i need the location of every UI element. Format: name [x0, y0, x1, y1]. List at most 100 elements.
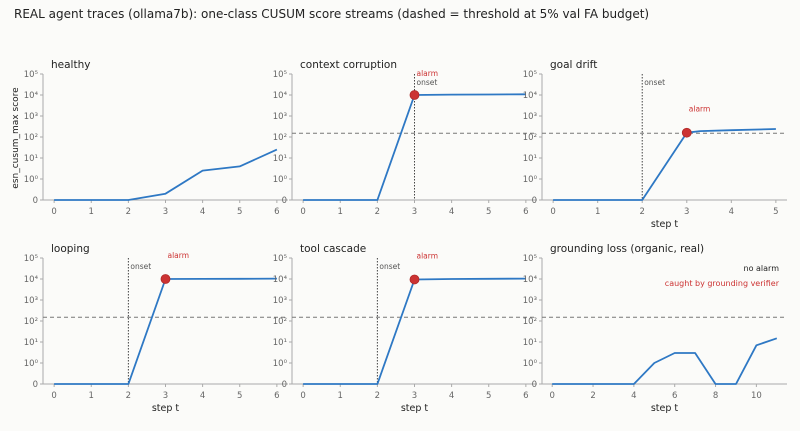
x-tick-label: 0	[300, 207, 305, 217]
y-tick-label: 10⁴	[523, 91, 538, 101]
x-tick-label: 6	[274, 391, 279, 401]
y-tick-label: 10⁵	[273, 70, 287, 80]
x-tick-label: 1	[89, 391, 94, 401]
panel-2: goal drift 0 10⁰ 10¹ 10² 10³ 10⁴ 10⁵ 0 1 2 3 4 5 step …	[523, 59, 787, 230]
y-tick-label: 10⁵	[523, 254, 537, 264]
panel-title: goal drift	[550, 59, 597, 71]
annotation-note: caught by grounding verifier	[665, 279, 780, 288]
y-tick-label: 0	[33, 380, 38, 390]
y-tick-label: 10⁰	[273, 359, 288, 369]
y-tick-label: 10⁴	[24, 91, 39, 101]
y-tick-label: 10⁰	[24, 175, 39, 185]
x-tick-label: 1	[89, 207, 94, 217]
series-line	[54, 277, 277, 385]
panel-4: tool cascade 0 10⁰ 10¹ 10² 10³ 10⁴ 10⁵ 0 1 2 3 4 5 6 st…	[273, 243, 537, 414]
y-tick-label: 10¹	[24, 338, 38, 348]
y-tick-label: 10²	[273, 317, 287, 327]
series-line	[54, 148, 278, 201]
x-tick-label: 5	[486, 391, 491, 401]
annotation-note: no alarm	[744, 264, 780, 273]
x-axis-label: step t	[651, 403, 679, 414]
x-tick-label: 5	[237, 207, 242, 217]
x-tick-label: 3	[163, 207, 168, 217]
y-tick-label: 10³	[273, 112, 287, 122]
y-tick-label: 10⁴	[523, 275, 538, 285]
y-tick-label: 0	[33, 196, 38, 206]
x-tick-label: 4	[200, 207, 205, 217]
y-tick-label: 10³	[24, 112, 38, 122]
y-tick-label: 10⁰	[523, 359, 538, 369]
panel-0: healthy 0 10⁰ 10¹ 10² 10³ 10⁴ 10⁵ 0 1 2 3 4 5 6	[24, 59, 288, 217]
x-tick-label: 6	[523, 207, 528, 217]
y-tick-label: 10²	[523, 317, 537, 327]
x-tick-label: 2	[126, 207, 131, 217]
x-tick-label: 3	[412, 207, 417, 217]
y-tick-label: 10²	[273, 133, 287, 143]
x-tick-label: 2	[126, 391, 131, 401]
series-line	[303, 277, 526, 385]
y-tick-label: 0	[532, 380, 537, 390]
x-tick-label: 2	[640, 207, 645, 217]
y-tick-label: 10⁴	[273, 91, 288, 101]
x-tick-label: 8	[713, 391, 718, 401]
alarm-label: alarm	[168, 251, 190, 260]
y-tick-label: 10⁵	[523, 70, 537, 80]
alarm-marker	[409, 90, 420, 100]
onset-label: onset	[130, 262, 151, 271]
panel-title: tool cascade	[300, 243, 366, 255]
y-tick-label: 10¹	[24, 154, 38, 164]
x-tick-label: 0	[549, 391, 554, 401]
x-tick-label: 6	[523, 391, 528, 401]
y-tick-label: 10¹	[273, 338, 287, 348]
x-tick-label: 1	[595, 207, 600, 217]
alarm-marker	[409, 274, 420, 285]
x-tick-label: 3	[684, 207, 689, 217]
x-tick-label: 5	[486, 207, 491, 217]
y-tick-label: 0	[532, 196, 537, 206]
panel-1: context corruption 0 10⁰ 10¹ 10² 10³ 10⁴ 10⁵ 0 1 2…	[273, 59, 537, 217]
y-tick-label: 10¹	[523, 338, 537, 348]
y-tick-label: 10⁰	[273, 175, 288, 185]
x-tick-label: 4	[200, 391, 205, 401]
y-tick-label: 10⁵	[24, 70, 38, 80]
y-tick-label: 10⁵	[273, 254, 287, 264]
y-tick-label: 10⁴	[24, 275, 39, 285]
y-tick-label: 0	[282, 196, 287, 206]
panel-title: grounding loss (organic, real)	[550, 243, 704, 255]
panel-title: looping	[51, 243, 90, 255]
x-tick-label: 0	[300, 391, 305, 401]
series-line	[552, 337, 778, 385]
figure-title: REAL agent traces (ollama7b): one-class …	[14, 7, 649, 21]
alarm-label: alarm	[689, 105, 711, 114]
x-tick-label: 6	[274, 207, 279, 217]
y-axis-label: esn_cusum_max score	[11, 87, 21, 189]
x-tick-label: 4	[729, 207, 734, 217]
x-tick-label: 6	[672, 391, 677, 401]
y-tick-label: 10⁰	[24, 359, 39, 369]
x-tick-label: 3	[412, 391, 417, 401]
panel-title: healthy	[51, 59, 90, 71]
alarm-label: alarm	[417, 251, 439, 260]
y-tick-label: 10³	[523, 296, 537, 306]
alarm-label: alarm	[417, 69, 439, 78]
panel-3: looping 0 10⁰ 10¹ 10² 10³ 10⁴ 10⁵ 0 1 2 3 4 5 6 step t o…	[24, 243, 288, 414]
onset-label: onset	[644, 78, 665, 87]
x-axis-label: step t	[401, 403, 429, 414]
y-tick-label: 10⁰	[523, 175, 538, 185]
y-tick-label: 10⁵	[24, 254, 38, 264]
x-tick-label: 1	[338, 391, 343, 401]
x-tick-label: 2	[375, 391, 380, 401]
y-tick-label: 10³	[273, 296, 287, 306]
x-axis-label: step t	[152, 403, 180, 414]
x-tick-label: 2	[590, 391, 595, 401]
panel-title: context corruption	[300, 59, 397, 71]
y-tick-label: 10³	[523, 112, 537, 122]
x-tick-label: 4	[449, 391, 454, 401]
y-tick-label: 10²	[24, 317, 38, 327]
y-tick-label: 10¹	[523, 154, 537, 164]
x-tick-label: 0	[51, 391, 56, 401]
onset-label: onset	[379, 262, 400, 271]
y-tick-label: 10³	[24, 296, 38, 306]
